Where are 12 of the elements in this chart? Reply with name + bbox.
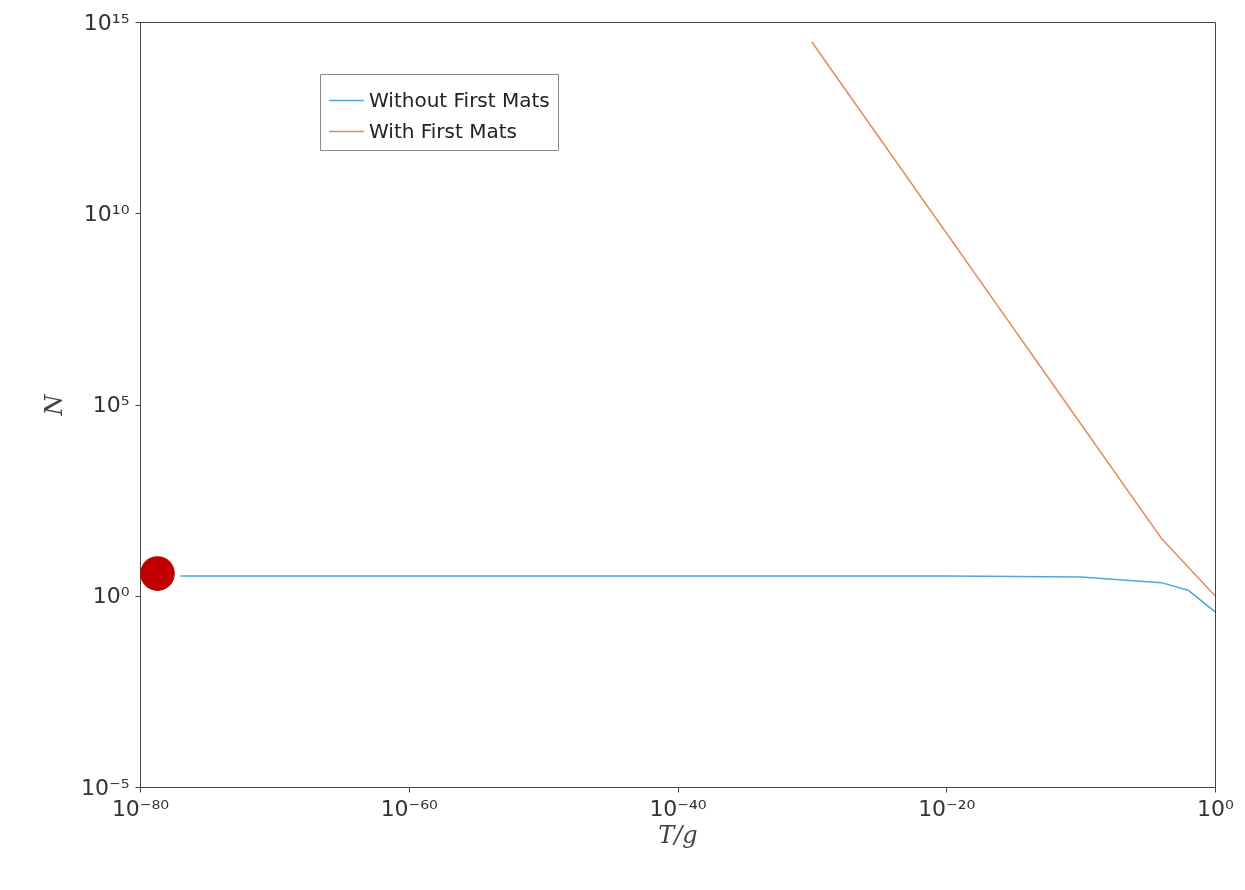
x-tick-label: 10⁰ bbox=[1197, 795, 1235, 821]
y-tick-label: 10¹⁵ bbox=[83, 9, 130, 35]
legend-label: Without First Mats bbox=[369, 87, 550, 112]
x-axis-title: T/g bbox=[658, 820, 698, 849]
y-tick-label: 10⁵ bbox=[92, 392, 130, 417]
x-tick-label: 10⁻⁴⁰ bbox=[649, 795, 707, 821]
legend-label: With First Mats bbox=[369, 118, 517, 143]
y-axis-title: N bbox=[40, 393, 69, 417]
x-tick-label: 10⁻²⁰ bbox=[918, 795, 976, 821]
y-tick-label: 10¹⁰ bbox=[83, 200, 130, 226]
y-tick-label: 10⁰ bbox=[92, 583, 130, 609]
x-tick-label: 10⁻⁶⁰ bbox=[380, 795, 439, 821]
